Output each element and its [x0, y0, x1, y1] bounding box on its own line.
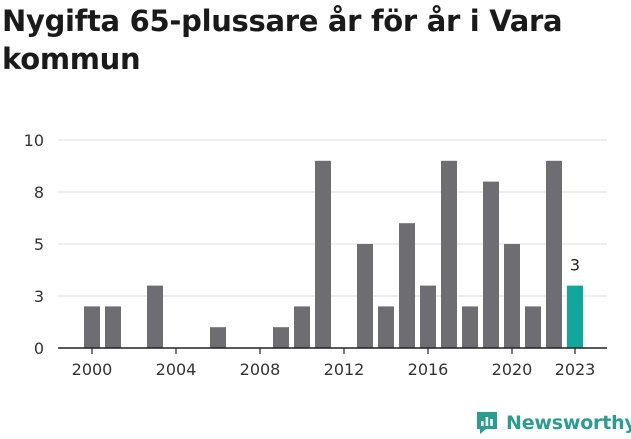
bar[interactable] — [147, 285, 163, 348]
bar-chart: 0 3 5 8 10 3 2000 2004 2008 2012 2016 2020 2023 — [24, 131, 607, 379]
bar[interactable] — [420, 285, 436, 348]
bar[interactable] — [483, 181, 499, 348]
bar[interactable] — [441, 160, 457, 348]
bar[interactable] — [273, 327, 289, 348]
bar[interactable] — [105, 306, 121, 348]
bar[interactable] — [546, 160, 562, 348]
bar[interactable] — [294, 306, 310, 348]
y-tick-label: 5 — [34, 235, 44, 254]
y-tick-label: 0 — [34, 339, 44, 358]
y-tick-label: 8 — [34, 183, 44, 202]
bar[interactable] — [525, 306, 541, 348]
newsworthy-logo-icon — [477, 412, 497, 434]
grid-lines — [58, 139, 607, 297]
x-tick-label: 2020 — [492, 360, 533, 379]
x-tick-label: 2023 — [555, 360, 596, 379]
highlight-value-label: 3 — [570, 256, 580, 275]
x-axis — [58, 347, 607, 354]
y-tick-label: 10 — [24, 131, 44, 150]
bar[interactable] — [357, 244, 373, 348]
newsworthy-logo[interactable]: Newsworthy — [475, 408, 631, 438]
y-tick-label: 3 — [34, 287, 44, 306]
bar[interactable] — [462, 306, 478, 348]
bar[interactable] — [210, 327, 226, 348]
bars — [84, 160, 583, 348]
brand-name: Newsworthy — [506, 412, 631, 434]
x-tick-label: 2016 — [408, 360, 449, 379]
bar[interactable] — [315, 160, 331, 348]
x-tick-label: 2000 — [72, 360, 113, 379]
tick-labels: 0 3 5 8 10 3 2000 2004 2008 2012 2016 2020 2023 — [24, 131, 596, 379]
chart-title: Nygifta 65-plussare år för år i Vara kom… — [2, 4, 563, 76]
bar[interactable] — [84, 306, 100, 348]
bar[interactable] — [504, 244, 520, 348]
x-tick-label: 2008 — [240, 360, 281, 379]
bar[interactable] — [378, 306, 394, 348]
x-tick-label: 2004 — [156, 360, 197, 379]
bar-highlight[interactable] — [567, 285, 583, 348]
x-tick-label: 2012 — [324, 360, 365, 379]
bar[interactable] — [399, 223, 415, 348]
